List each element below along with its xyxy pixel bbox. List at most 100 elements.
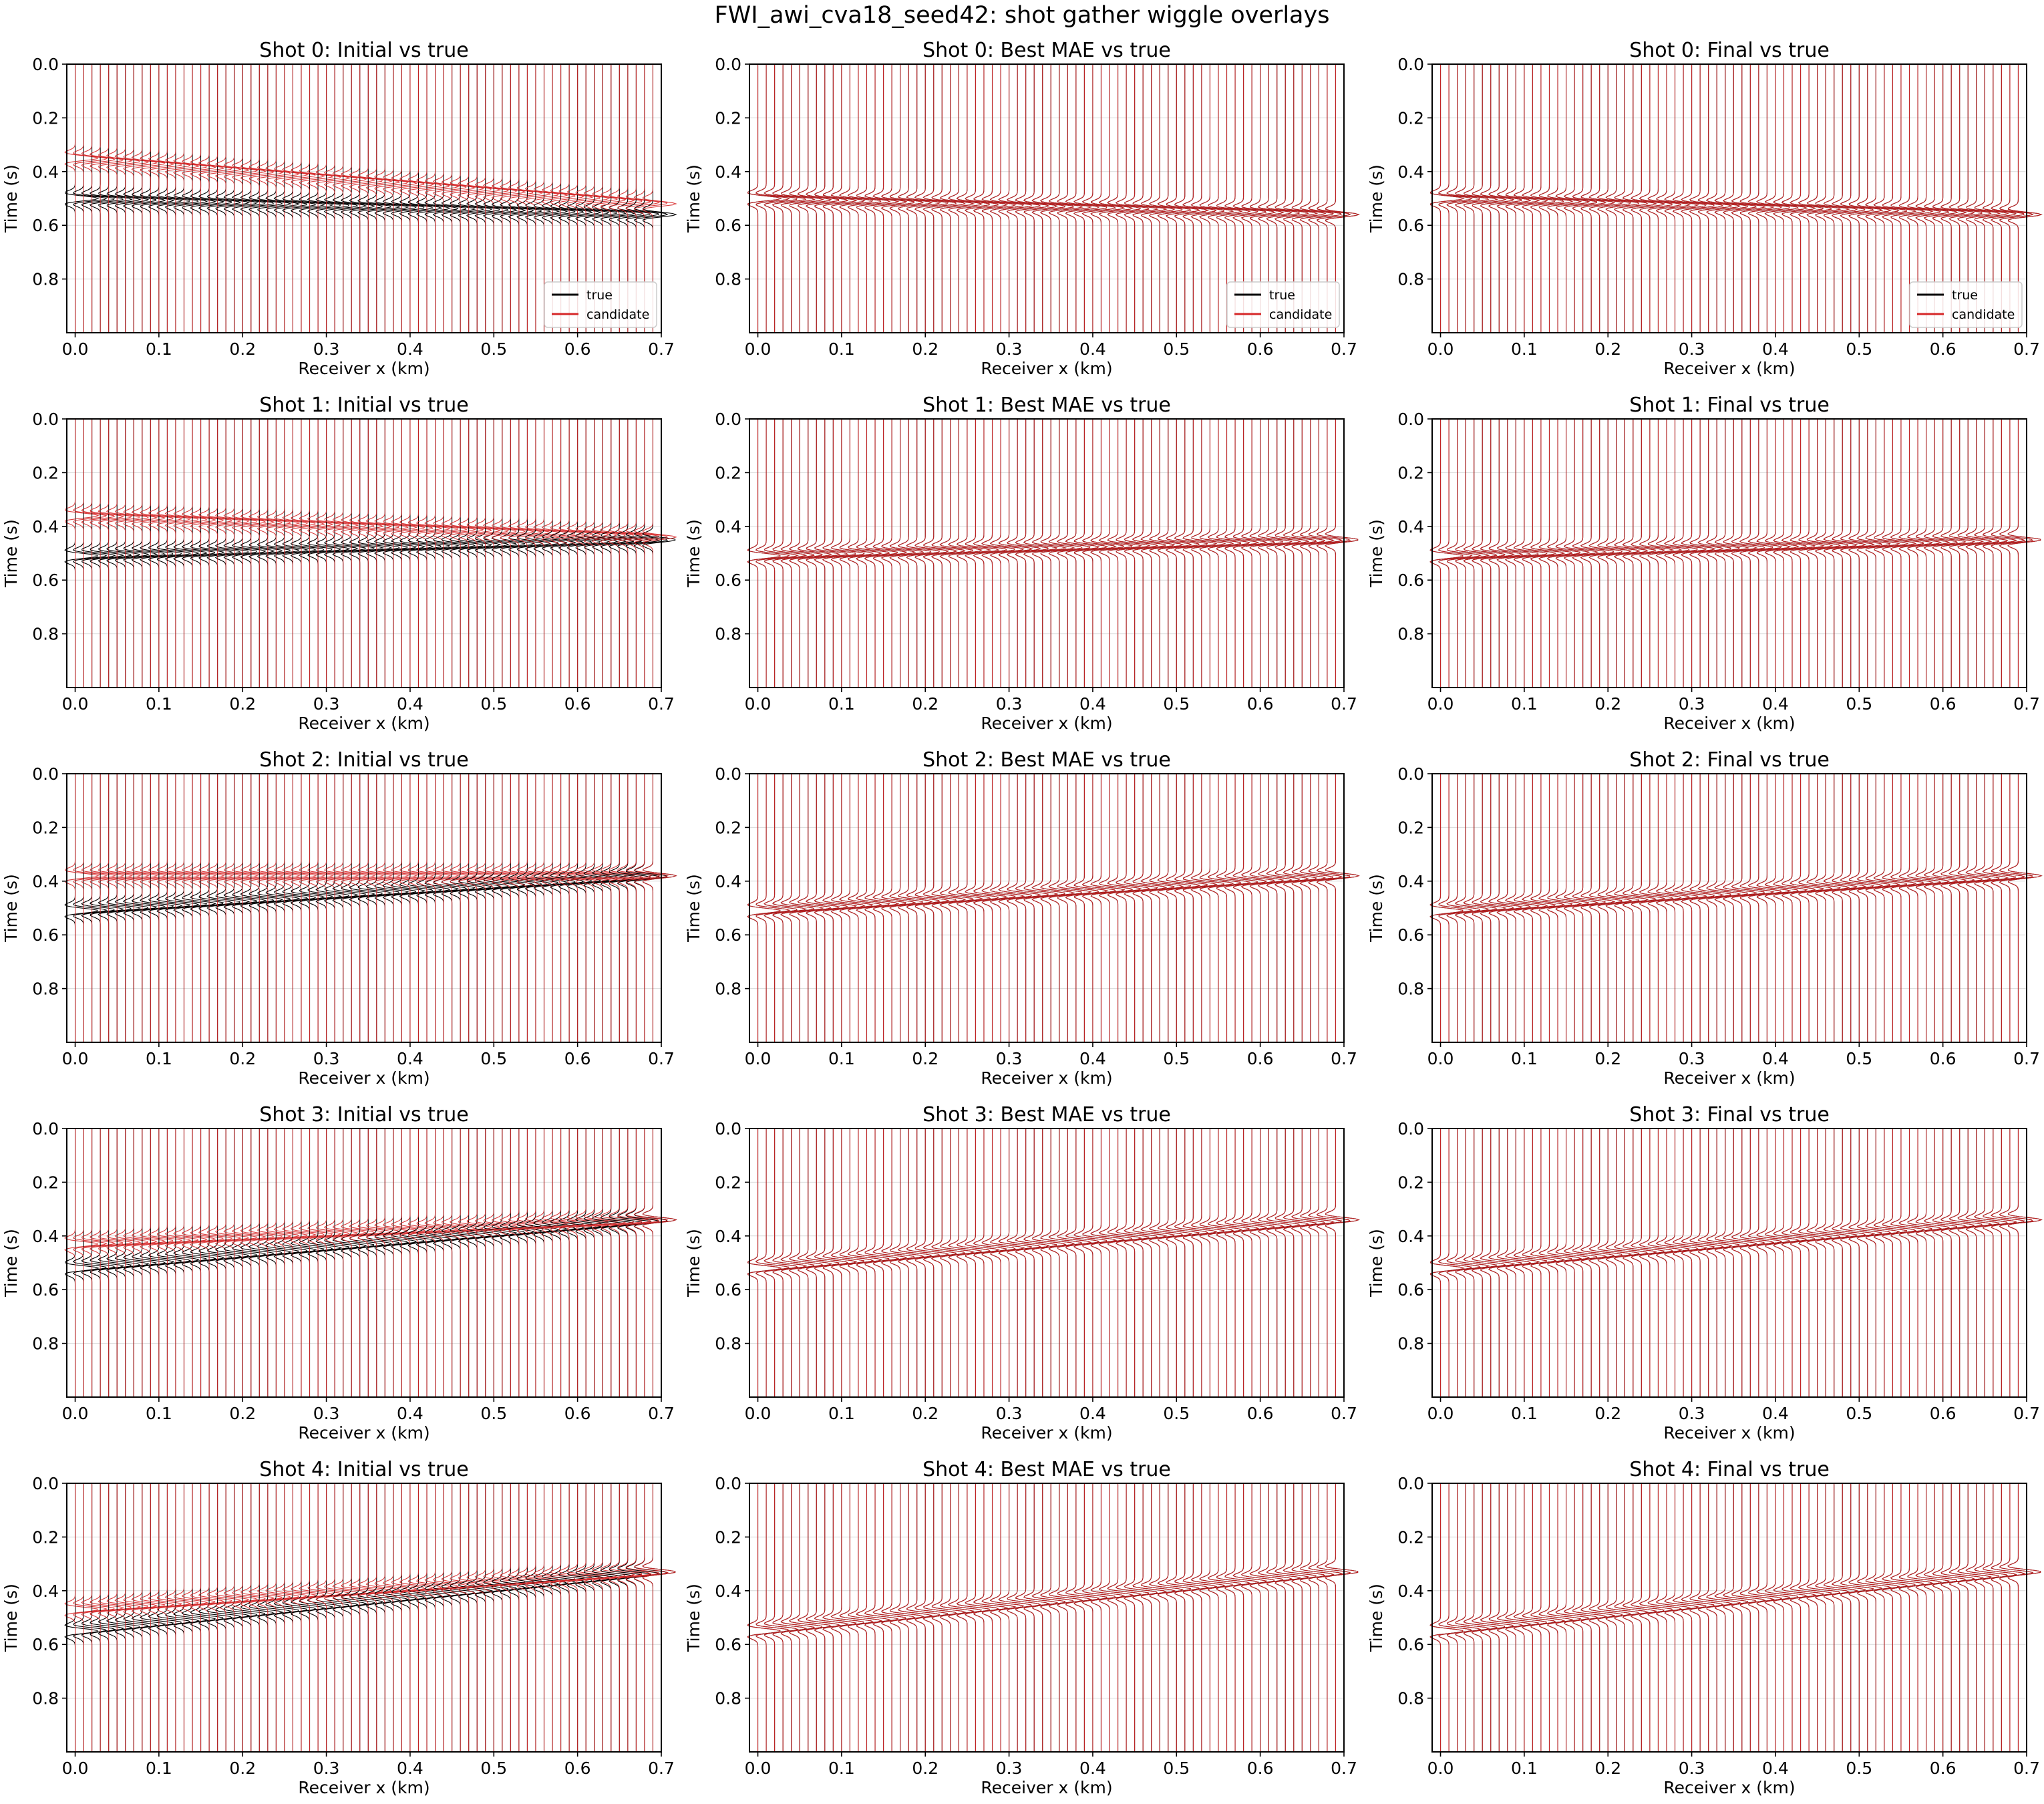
true-trace (1799, 419, 1832, 688)
candidate-trace (1301, 419, 1334, 688)
candidate-trace (467, 1483, 500, 1752)
true-trace (1183, 1483, 1216, 1752)
true-trace (982, 1483, 1015, 1752)
true-trace (584, 774, 617, 1042)
true-trace (1749, 419, 1781, 688)
true-trace (1807, 1483, 1840, 1752)
true-trace (1275, 1129, 1309, 1397)
candidate-trace (1430, 1483, 1463, 1752)
true-trace (940, 774, 973, 1042)
true-trace (601, 419, 633, 688)
x-tick-label: 0.3 (996, 339, 1023, 359)
true-trace (1790, 1483, 1824, 1752)
true-trace (383, 774, 415, 1042)
panel-title: Shot 1: Final vs true (1629, 394, 1830, 417)
true-trace (1715, 774, 1747, 1042)
y-axis-label: Time (s) (1, 1229, 21, 1298)
true-trace (1958, 774, 1991, 1042)
x-tick-label: 0.7 (1331, 694, 1357, 714)
true-trace (1325, 1483, 1358, 1752)
candidate-trace (224, 1129, 257, 1397)
x-axis-label: Receiver x (km) (1663, 1068, 1795, 1088)
candidate-trace (2000, 419, 2033, 688)
candidate-trace (475, 1483, 508, 1752)
true-trace (1133, 774, 1166, 1042)
candidate-trace (1882, 1483, 1915, 1752)
true-trace (542, 1129, 576, 1397)
candidate-trace (2000, 1129, 2033, 1397)
true-trace (756, 1483, 789, 1752)
true-trace (915, 774, 949, 1042)
true-trace (509, 1129, 542, 1397)
candidate-trace (941, 1483, 974, 1752)
candidate-trace (1242, 1483, 1274, 1752)
y-tick-label: 0.8 (32, 1334, 59, 1354)
true-trace (500, 64, 533, 333)
true-trace (1924, 1483, 1957, 1752)
x-tick-label: 0.5 (1846, 1759, 1872, 1778)
true-trace (1631, 1129, 1664, 1397)
true-trace (1015, 774, 1048, 1042)
true-trace (1233, 1129, 1266, 1397)
candidate-trace (1765, 1129, 1799, 1397)
candidate-trace (584, 419, 617, 688)
true-trace (1757, 1129, 1790, 1397)
candidate-trace (1698, 419, 1731, 688)
candidate-trace (999, 1483, 1031, 1752)
true-trace (1589, 1129, 1622, 1397)
candidate-trace (1640, 1129, 1673, 1397)
true-trace (1192, 1483, 1224, 1752)
candidate-trace (450, 774, 483, 1042)
true-trace (325, 419, 357, 688)
true-trace (476, 1129, 509, 1397)
panel-title: Shot 2: Final vs true (1629, 748, 1830, 772)
true-trace (1606, 774, 1639, 1042)
axes-frame (749, 774, 1344, 1042)
candidate-trace (1682, 419, 1715, 688)
candidate-trace (551, 774, 584, 1042)
candidate-trace (798, 1483, 830, 1752)
true-trace (1991, 1129, 2024, 1397)
true-trace (107, 1129, 140, 1397)
candidate-trace (1690, 774, 1723, 1042)
x-tick-label: 0.3 (313, 339, 340, 359)
x-tick-label: 0.1 (828, 694, 855, 714)
x-tick-label: 0.3 (1679, 339, 1705, 359)
x-tick-label: 0.1 (1511, 339, 1538, 359)
candidate-trace (1007, 1483, 1041, 1752)
candidate-trace (1065, 774, 1098, 1042)
true-trace (1317, 1483, 1350, 1752)
true-trace (1309, 419, 1342, 688)
true-trace (1673, 774, 1707, 1042)
true-trace (2000, 419, 2033, 688)
candidate-trace (1133, 64, 1166, 333)
true-trace (1849, 1129, 1882, 1397)
candidate-trace (467, 64, 500, 333)
candidate-trace (1472, 1129, 1505, 1397)
true-trace (1267, 419, 1300, 688)
true-trace (592, 774, 626, 1042)
candidate-trace (1431, 1129, 1464, 1397)
true-trace (484, 1483, 516, 1752)
true-trace (1032, 774, 1065, 1042)
x-tick-label: 0.0 (1427, 1049, 1454, 1068)
candidate-trace (375, 774, 407, 1042)
x-tick-label: 0.6 (564, 1404, 591, 1423)
true-trace (1041, 774, 1073, 1042)
candidate-trace (1275, 1483, 1308, 1752)
candidate-trace (576, 1129, 609, 1397)
true-trace (291, 1129, 324, 1397)
true-trace (1464, 774, 1496, 1042)
true-trace (576, 419, 609, 688)
y-tick-label: 0.8 (1397, 980, 1424, 999)
candidate-trace (475, 1129, 508, 1397)
y-tick-label: 0.6 (715, 1280, 741, 1300)
true-trace (617, 774, 650, 1042)
candidate-trace (1489, 419, 1522, 688)
true-trace (1225, 419, 1258, 688)
true-trace (450, 419, 483, 688)
candidate-trace (1690, 1483, 1723, 1752)
candidate-trace (1083, 1483, 1116, 1752)
true-trace (98, 64, 132, 333)
candidate-trace (534, 1129, 566, 1397)
